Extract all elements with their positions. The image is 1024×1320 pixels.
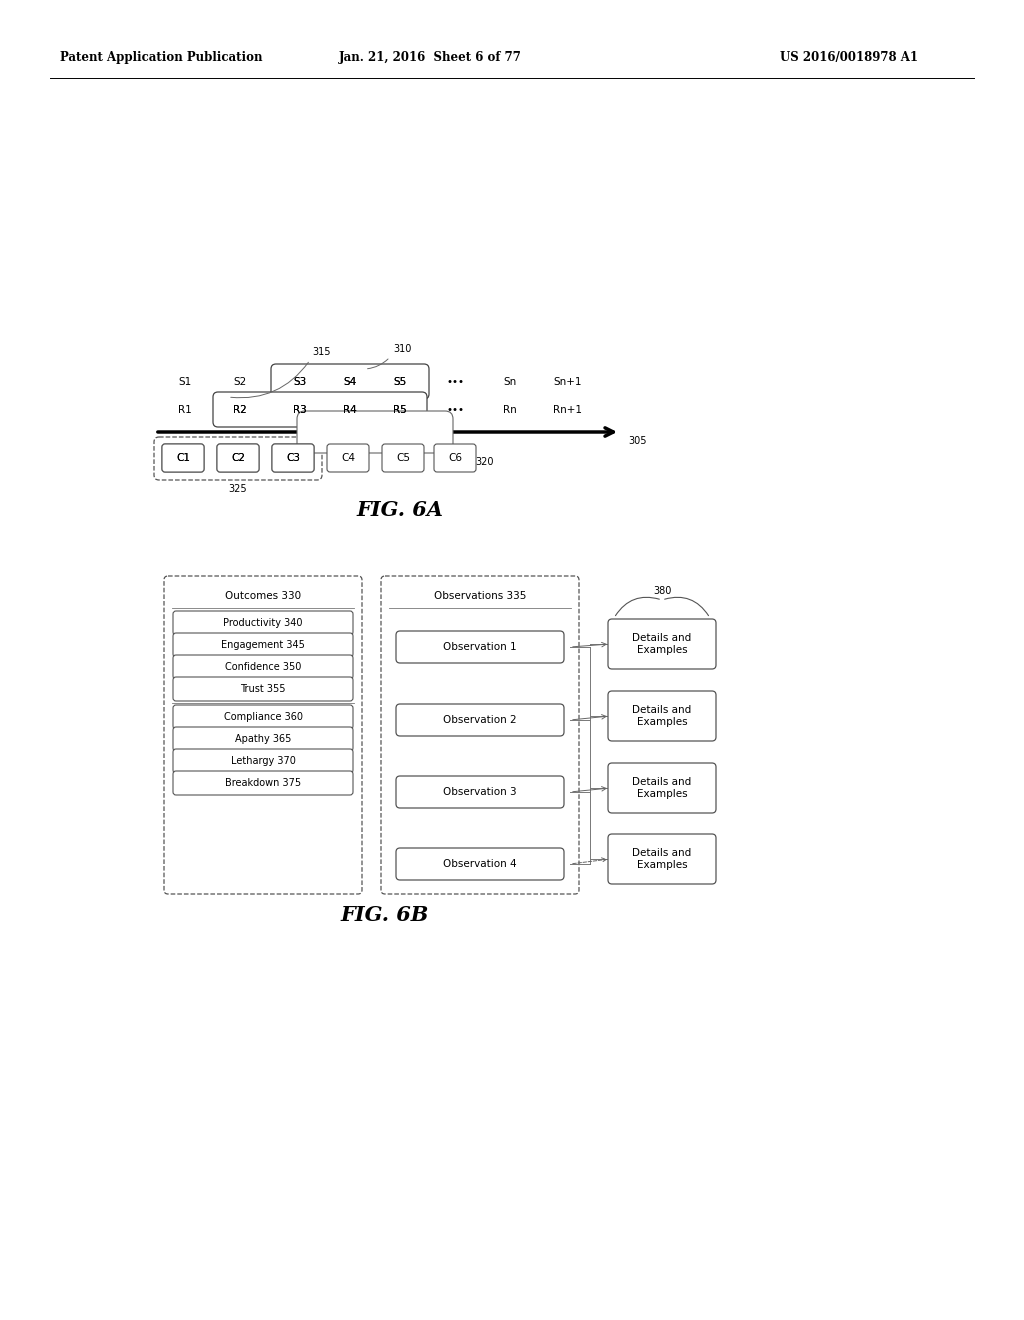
Text: S4: S4	[343, 378, 356, 387]
Text: Trust 355: Trust 355	[241, 684, 286, 694]
Text: R1: R1	[178, 405, 191, 414]
Text: Compliance 360: Compliance 360	[223, 711, 302, 722]
Text: R5: R5	[393, 405, 407, 414]
FancyBboxPatch shape	[173, 771, 353, 795]
Text: US 2016/0018978 A1: US 2016/0018978 A1	[780, 51, 918, 65]
Text: C4: C4	[341, 453, 355, 463]
Text: Observation 2: Observation 2	[443, 715, 517, 725]
FancyBboxPatch shape	[434, 444, 476, 473]
Text: S2: S2	[233, 378, 247, 387]
Text: Productivity 340: Productivity 340	[223, 618, 303, 628]
FancyBboxPatch shape	[173, 611, 353, 635]
Text: •••: •••	[446, 378, 464, 387]
FancyBboxPatch shape	[608, 763, 716, 813]
Text: Observations 335: Observations 335	[434, 591, 526, 601]
Text: 325: 325	[228, 484, 248, 494]
Text: FIG. 6B: FIG. 6B	[341, 906, 429, 925]
Text: Rn+1: Rn+1	[554, 405, 583, 414]
Text: S1: S1	[178, 378, 191, 387]
Text: Details and
Examples: Details and Examples	[633, 849, 691, 870]
FancyBboxPatch shape	[381, 576, 579, 894]
FancyBboxPatch shape	[608, 619, 716, 669]
FancyBboxPatch shape	[173, 655, 353, 678]
FancyBboxPatch shape	[382, 444, 424, 473]
FancyBboxPatch shape	[162, 444, 204, 473]
Text: Details and
Examples: Details and Examples	[633, 705, 691, 727]
Text: S5: S5	[393, 378, 407, 387]
FancyBboxPatch shape	[173, 727, 353, 751]
Text: Details and
Examples: Details and Examples	[633, 634, 691, 655]
Text: 380: 380	[653, 586, 671, 597]
FancyBboxPatch shape	[173, 677, 353, 701]
Text: C3: C3	[286, 453, 300, 463]
Text: S3: S3	[293, 378, 306, 387]
Text: S5: S5	[393, 378, 407, 387]
Text: C5: C5	[396, 453, 410, 463]
Text: R3: R3	[293, 405, 307, 414]
FancyBboxPatch shape	[396, 631, 564, 663]
FancyBboxPatch shape	[162, 444, 204, 473]
Text: 315: 315	[312, 347, 331, 356]
Text: 305: 305	[628, 436, 646, 446]
Text: S3: S3	[293, 378, 306, 387]
Text: S4: S4	[343, 378, 356, 387]
Text: R4: R4	[343, 405, 357, 414]
Text: 320: 320	[475, 457, 494, 467]
FancyBboxPatch shape	[217, 444, 259, 473]
Text: R2: R2	[233, 405, 247, 414]
Text: R3: R3	[293, 405, 307, 414]
FancyBboxPatch shape	[608, 834, 716, 884]
Text: Observation 4: Observation 4	[443, 859, 517, 869]
Text: C1: C1	[176, 453, 190, 463]
FancyBboxPatch shape	[173, 634, 353, 657]
Text: FIG. 6A: FIG. 6A	[356, 500, 443, 520]
Text: C6: C6	[449, 453, 462, 463]
Text: Sn+1: Sn+1	[554, 378, 583, 387]
Text: Lethargy 370: Lethargy 370	[230, 756, 296, 766]
FancyBboxPatch shape	[396, 704, 564, 737]
FancyBboxPatch shape	[396, 776, 564, 808]
Text: Jan. 21, 2016  Sheet 6 of 77: Jan. 21, 2016 Sheet 6 of 77	[339, 51, 521, 65]
Text: Details and
Examples: Details and Examples	[633, 777, 691, 799]
Text: Patent Application Publication: Patent Application Publication	[60, 51, 262, 65]
Text: 310: 310	[393, 345, 412, 354]
FancyBboxPatch shape	[164, 576, 362, 894]
Text: C2: C2	[231, 453, 245, 463]
FancyBboxPatch shape	[608, 690, 716, 741]
FancyBboxPatch shape	[272, 444, 314, 473]
Text: •••: •••	[446, 405, 464, 414]
Text: Breakdown 375: Breakdown 375	[225, 777, 301, 788]
FancyBboxPatch shape	[327, 444, 369, 473]
Text: C2: C2	[231, 453, 245, 463]
Text: R2: R2	[233, 405, 247, 414]
Text: C3: C3	[286, 453, 300, 463]
Text: Sn: Sn	[504, 378, 517, 387]
FancyBboxPatch shape	[297, 411, 453, 453]
FancyBboxPatch shape	[154, 437, 322, 480]
FancyBboxPatch shape	[213, 392, 427, 426]
Text: C1: C1	[176, 453, 190, 463]
FancyBboxPatch shape	[271, 364, 429, 399]
Text: Engagement 345: Engagement 345	[221, 640, 305, 649]
Text: Observation 1: Observation 1	[443, 642, 517, 652]
Text: Outcomes 330: Outcomes 330	[225, 591, 301, 601]
Text: R4: R4	[343, 405, 357, 414]
Text: R5: R5	[393, 405, 407, 414]
FancyBboxPatch shape	[173, 748, 353, 774]
Text: Observation 3: Observation 3	[443, 787, 517, 797]
FancyBboxPatch shape	[173, 705, 353, 729]
FancyBboxPatch shape	[272, 444, 314, 473]
Text: Apathy 365: Apathy 365	[234, 734, 291, 744]
FancyBboxPatch shape	[217, 444, 259, 473]
FancyBboxPatch shape	[396, 847, 564, 880]
Text: Rn: Rn	[503, 405, 517, 414]
Text: Confidence 350: Confidence 350	[225, 663, 301, 672]
